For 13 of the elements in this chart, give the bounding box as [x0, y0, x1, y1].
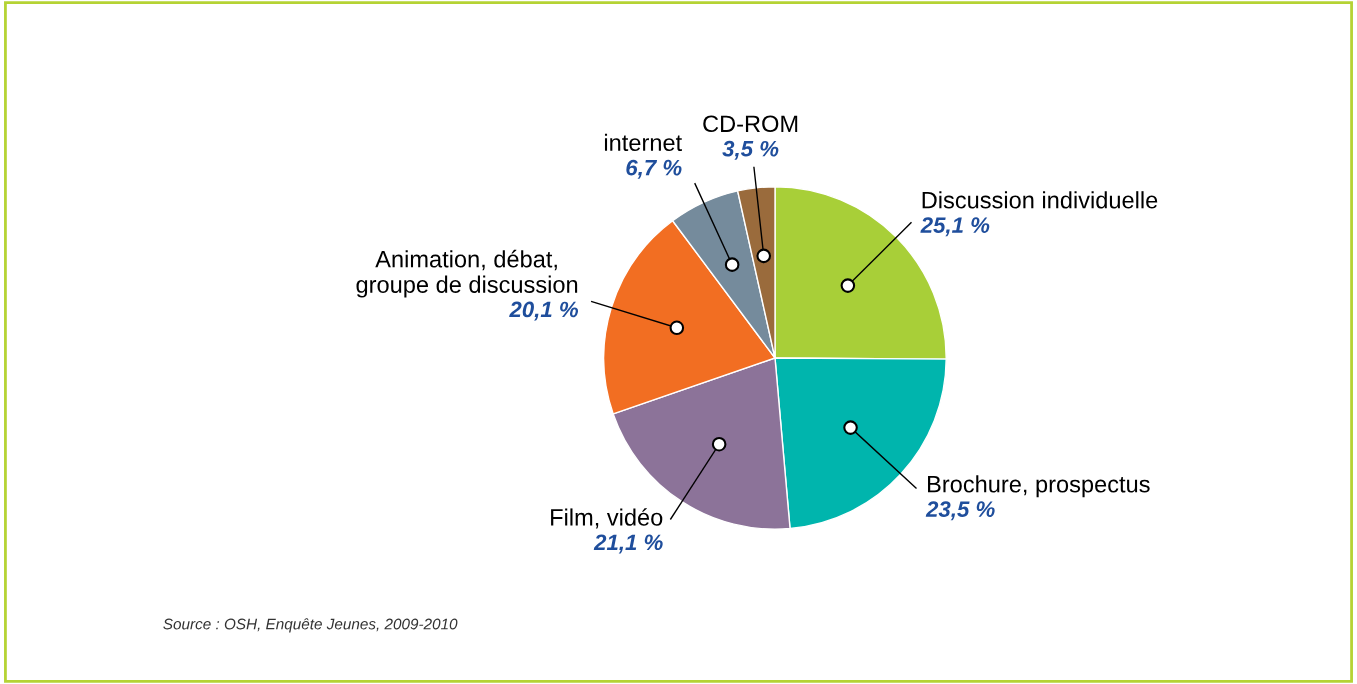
data-label: 6,7 %: [626, 159, 682, 179]
source-note: Source : OSH, Enquête Jeunes, 2009-2010: [163, 618, 458, 633]
data-label: 20,1 %: [509, 301, 579, 321]
slice-label: Film, vidéo: [551, 508, 663, 529]
data-label: 23,5 %: [925, 501, 995, 521]
slice-label: CD-ROM: [703, 115, 798, 133]
slice-label: internet: [604, 133, 682, 152]
data-label: 3,5 %: [722, 140, 779, 160]
slice-label: Discussion individuelle: [922, 191, 1158, 209]
slice-label: Animation, débat, groupe de discussion: [356, 249, 578, 298]
data-label: 25,1 %: [920, 217, 990, 237]
slice-label: Brochure, prospectus: [928, 475, 1150, 498]
data-label: 21,1 %: [593, 534, 663, 554]
